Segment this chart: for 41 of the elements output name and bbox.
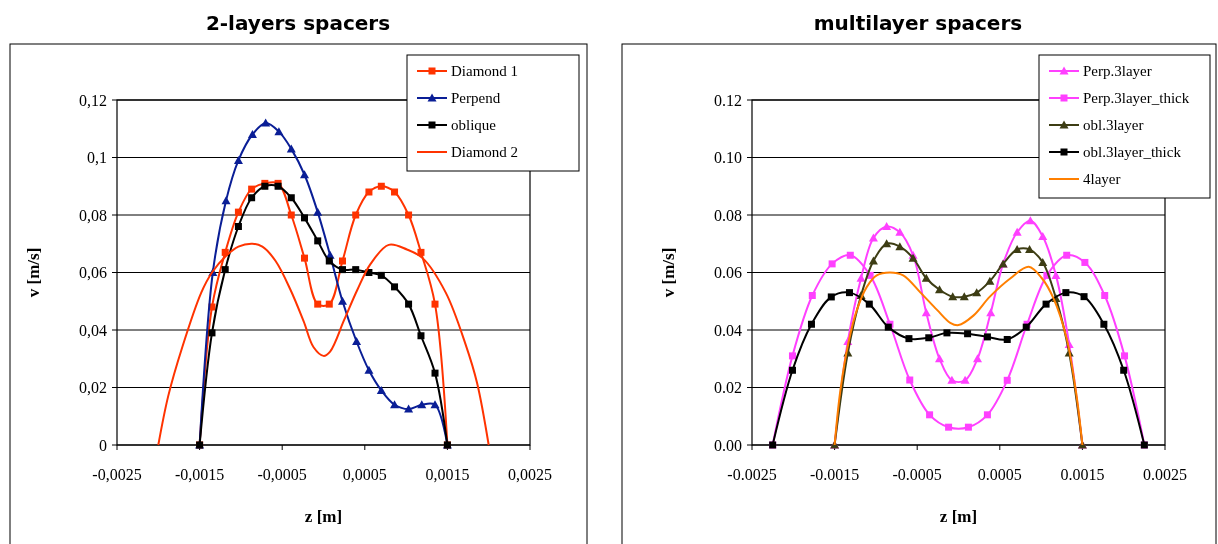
x-tick-label: -0.0015 [809,466,860,483]
legend-label: 4layer [1083,171,1121,188]
x-tick-label: 0,0025 [508,466,552,483]
legend-label: Perp.3layer_thick [1083,90,1190,107]
x-tick-label: 0,0015 [425,466,470,483]
y-tick-label: 0.02 [714,379,742,397]
chart-title: 2-layers spacers [205,11,391,35]
legend-label: Diamond 2 [451,144,519,161]
legend-label: obl.3layer [1083,117,1144,134]
x-tick-label: 0,0005 [342,466,387,483]
x-axis-title: z [m] [304,507,343,526]
y-axis-title: v [m/s] [659,247,678,298]
y-tick-label: 0.08 [714,206,742,224]
y-tick-label: 0.04 [714,321,742,339]
y-tick-label: 0,06 [79,264,107,282]
y-tick-label: 0.00 [714,436,742,454]
y-tick-label: 0,12 [79,91,107,109]
x-tick-label: 0.0025 [1143,466,1187,483]
y-tick-label: 0,04 [79,321,107,339]
y-tick-label: 0.06 [714,264,742,282]
legend-label: oblique [451,117,497,134]
chart-title: multilayer spacers [813,11,1023,35]
x-tick-label: 0.0005 [977,466,1022,483]
y-tick-label: 0.10 [714,149,742,167]
x-tick-label: -0.0025 [727,466,777,483]
y-axis-title: v [m/s] [24,247,43,298]
legend-label: Perp.3layer [1083,63,1152,80]
y-tick-label: 0 [99,436,107,454]
legend-label: Diamond 1 [451,63,519,80]
legend-label: obl.3layer_thick [1083,144,1182,161]
x-tick-label: -0,0015 [174,466,225,483]
y-tick-label: 0,08 [79,206,107,224]
x-tick-label: 0.0015 [1060,466,1105,483]
x-tick-label: -0,0025 [92,466,142,483]
x-axis-title: z [m] [939,507,978,526]
y-tick-label: 0,02 [79,379,107,397]
y-tick-label: 0,1 [87,149,107,167]
legend-label: Perpend [451,90,501,107]
x-tick-label: -0,0005 [257,466,307,483]
y-tick-label: 0.12 [714,91,742,109]
x-tick-label: -0.0005 [892,466,942,483]
